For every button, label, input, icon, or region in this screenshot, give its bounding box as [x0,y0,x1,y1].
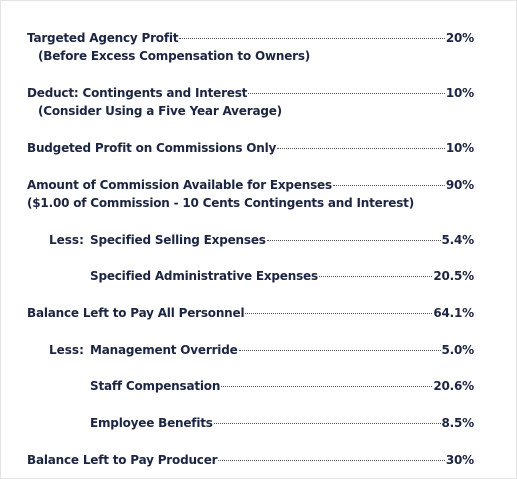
item-note: (Consider Using a Five Year Average) [38,104,282,118]
item-note: (Before Excess Compensation to Owners) [38,49,311,63]
item-row: Staff Compensation 20.6% [90,379,474,393]
item-value: 64.1% [433,306,474,320]
item-label: Deduct: Contingents and Interest [27,86,248,100]
item-value: 10% [445,141,474,155]
item-row: Amount of Commission Available for Expen… [27,178,474,192]
item-value: 20% [445,31,474,45]
item-value: 20.6% [433,379,474,393]
item-row: Deduct: Contingents and Interest 10% [27,86,474,100]
dot-leader [245,313,433,314]
item-value: 30% [445,453,474,467]
item-prefix: Less: [49,343,84,357]
item-label: Specified Selling Expenses [90,233,266,247]
dot-leader [179,38,445,39]
item-row: Management Override 5.0% [90,343,474,357]
dot-leader [248,93,445,94]
item-label: Balance Left to Pay All Personnel [27,306,245,320]
dot-leader [238,350,441,351]
dot-leader [213,423,441,424]
item-prefix: Less: [49,233,84,247]
item-note: ($1.00 of Commission - 10 Cents Continge… [27,196,415,210]
item-value: 10% [445,86,474,100]
item-row: Budgeted Profit on Commissions Only 10% [27,141,474,155]
dot-leader [277,148,445,149]
item-label: Specified Administrative Expenses [90,269,318,283]
dot-leader [266,240,441,241]
item-label: Balance Left to Pay Producer [27,453,218,467]
item-value: 5.0% [441,343,475,357]
item-value: 20.5% [433,269,474,283]
item-value: 8.5% [441,416,475,430]
item-label: Amount of Commission Available for Expen… [27,178,332,192]
item-label: Budgeted Profit on Commissions Only [27,141,277,155]
item-row: Specified Selling Expenses 5.4% [90,233,474,247]
item-row: Targeted Agency Profit 20% [27,31,474,45]
item-value: 90% [445,178,474,192]
item-label: Management Override [90,343,238,357]
item-label: Targeted Agency Profit [27,31,179,45]
dot-leader [332,185,445,186]
item-label: Employee Benefits [90,416,213,430]
item-row: Specified Administrative Expenses 20.5% [90,269,474,283]
dot-leader [218,460,445,461]
dot-leader [221,386,433,387]
item-row: Employee Benefits 8.5% [90,416,474,430]
item-value: 5.4% [441,233,475,247]
item-row: Balance Left to Pay Producer 30% [27,453,474,467]
dot-leader [318,276,433,277]
item-row: Balance Left to Pay All Personnel 64.1% [27,306,474,320]
item-label: Staff Compensation [90,379,221,393]
